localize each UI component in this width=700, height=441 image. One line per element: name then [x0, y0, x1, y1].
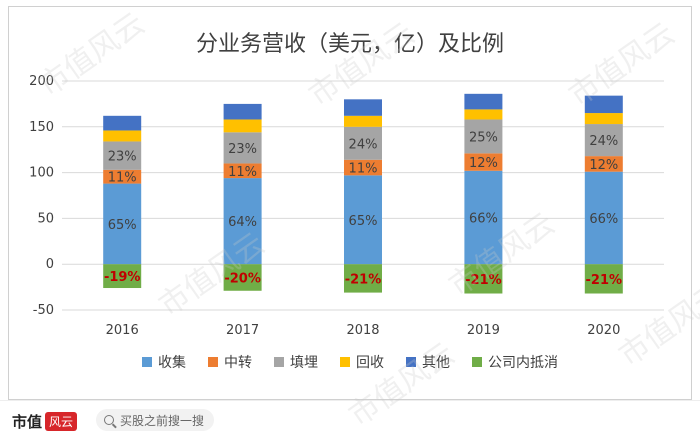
x-axis-ticks: 2016 2017 2018 2019 2020 [106, 323, 621, 338]
bar-segment [464, 170, 503, 265]
bar-segment [344, 99, 382, 116]
x-tick-label: 2016 [106, 323, 139, 338]
data-labels: 65% 11% 23% -19% 64% 11% 23% -20% 65% 11% 24% -21% 6… [104, 130, 622, 287]
bar-segment [103, 169, 142, 184]
bar-segment [464, 93, 503, 110]
bar-segment [584, 124, 623, 157]
y-tick-label: 0 [46, 257, 54, 272]
legend-label: 其他 [422, 355, 450, 371]
legend-label: 中转 [224, 355, 252, 371]
bar-segment [223, 163, 262, 179]
data-label: 66% [469, 211, 498, 226]
bar-segment [223, 264, 262, 291]
legend-item: 公司内抵消 [472, 352, 558, 372]
bar-segment [103, 130, 142, 142]
bar-segment [584, 113, 623, 125]
brand-seal: 风云 [45, 412, 78, 431]
data-label: 24% [589, 134, 618, 149]
data-label: -20% [224, 271, 261, 286]
y-tick-label: 200 [29, 74, 54, 89]
legend-swatch [142, 357, 152, 367]
data-label: 11% [228, 165, 257, 180]
footer-bar: 市值 风云 买股之前搜一搜 [0, 400, 700, 441]
bar-segment [103, 183, 142, 265]
bar-segment [103, 115, 142, 131]
data-label: 24% [349, 137, 378, 152]
data-label: 64% [228, 215, 257, 230]
data-label: -19% [104, 270, 141, 285]
legend-label: 填埋 [290, 355, 318, 371]
x-tick-label: 2018 [346, 323, 379, 338]
data-label: 23% [108, 150, 137, 165]
data-label: 11% [349, 162, 378, 177]
x-tick-label: 2020 [587, 323, 620, 338]
data-label: 65% [349, 214, 378, 229]
bar-segment [103, 141, 142, 170]
data-label: -21% [586, 273, 623, 288]
legend-label: 公司内抵消 [488, 355, 558, 371]
legend-swatch [406, 357, 416, 367]
y-tick-label: -50 [33, 303, 54, 318]
brand-logo: 市值 风云 [12, 411, 78, 432]
legend-item: 收集 [142, 352, 186, 372]
bar-segment [584, 264, 623, 294]
legend-swatch [274, 357, 284, 367]
y-tick-label: 150 [29, 120, 54, 135]
bar-segment [464, 264, 503, 294]
data-label: -21% [345, 272, 382, 287]
search-button[interactable]: 买股之前搜一搜 [96, 409, 214, 431]
chart-title: 分业务营收（美元，亿）及比例 [195, 32, 504, 57]
x-tick-label: 2019 [467, 323, 500, 338]
bar-segment [223, 103, 262, 120]
legend-label: 回收 [356, 355, 384, 371]
bar-segment [584, 95, 623, 114]
bar-segment [103, 264, 142, 289]
legend-label: 收集 [158, 355, 186, 371]
bar-segment [223, 132, 262, 164]
data-label: 23% [228, 142, 257, 157]
bar-segment [344, 159, 382, 176]
data-label: 66% [589, 212, 618, 227]
data-label: 12% [469, 156, 498, 171]
data-label: 65% [108, 218, 137, 233]
y-tick-label: 50 [37, 211, 54, 226]
bar-segment [344, 115, 382, 127]
legend-item: 中转 [208, 352, 252, 372]
y-tick-label: 100 [29, 166, 54, 181]
legend-swatch [340, 357, 350, 367]
search-icon [104, 415, 114, 425]
bar-segment [344, 264, 382, 293]
legend-item: 回收 [340, 352, 384, 372]
bars [103, 93, 623, 294]
bar-segment [223, 178, 262, 265]
data-label: 12% [589, 158, 618, 173]
bar-segment [344, 175, 382, 265]
data-label: -21% [465, 273, 502, 288]
bar-segment [464, 119, 503, 154]
search-label: 买股之前搜一搜 [120, 413, 205, 428]
bar-segment [464, 153, 503, 171]
legend-swatch [472, 357, 482, 367]
legend-item: 填埋 [274, 352, 318, 372]
x-tick-label: 2017 [226, 323, 259, 338]
data-label: 11% [108, 171, 137, 186]
data-label: 25% [469, 130, 498, 145]
legend-swatch [208, 357, 218, 367]
bar-segment [584, 171, 623, 265]
bar-segment [344, 126, 382, 160]
y-axis-ticks: -50 0 50 100 150 200 [29, 74, 54, 318]
brand-text: 市值 [12, 413, 43, 431]
bar-segment [464, 109, 503, 120]
chart-legend: 收集 中转 填埋 回收 其他 公司内抵消 [0, 352, 700, 372]
bar-segment [223, 119, 262, 133]
bar-segment [584, 156, 623, 172]
legend-item: 其他 [406, 352, 450, 372]
